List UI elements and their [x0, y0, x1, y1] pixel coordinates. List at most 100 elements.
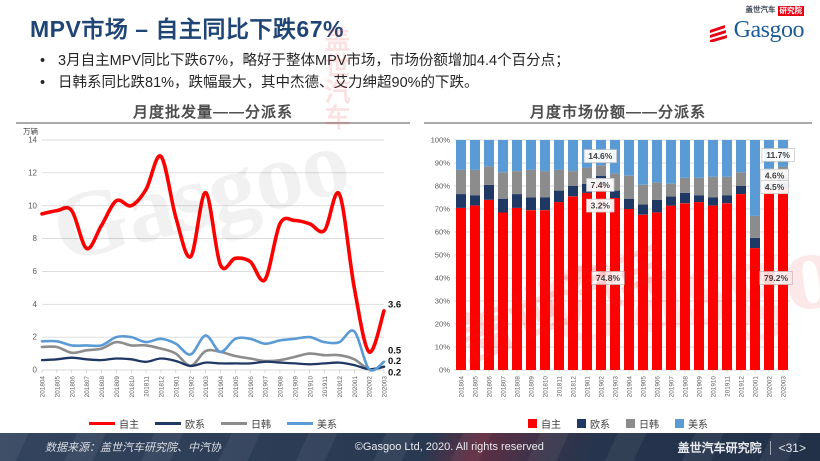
x-tick-label: 201809	[529, 376, 536, 398]
y-tick-label: 14	[28, 136, 37, 145]
bar-segment-zizhu	[582, 192, 592, 370]
series-end-label-ouxi: 0.2	[388, 367, 401, 378]
bar-segment-meixi	[484, 140, 494, 167]
y-tick-label: 2	[33, 333, 38, 342]
footer-accent-stripe	[0, 433, 820, 461]
bar-segment-rihan	[750, 215, 760, 238]
callout-146: 14.6%	[583, 149, 617, 163]
y-tick-label: 0	[33, 366, 38, 375]
x-tick-label: 201910	[711, 376, 718, 398]
svg-text:4.6%: 4.6%	[765, 171, 785, 181]
x-tick-label: 201902	[188, 376, 195, 398]
bullet-item-1: 3月自主MPV同比下跌67%，略好于整体MPV市场，市场份额增加4.4个百分点；	[38, 50, 710, 73]
svg-text:79.2%: 79.2%	[764, 273, 789, 283]
logo-brand-cn: 盖世汽车	[745, 5, 776, 14]
bar-segment-ouxi	[624, 198, 634, 209]
bar-segment-ouxi	[512, 194, 522, 208]
series-line-zizhu	[40, 154, 386, 354]
bar-segment-rihan	[722, 176, 732, 196]
bar-segment-rihan	[526, 169, 536, 198]
bar-segment-meixi	[680, 140, 690, 178]
bar-segment-rihan	[610, 173, 620, 191]
x-tick-label: 201911	[322, 376, 329, 397]
logo-brand-unit-badge: 研究院	[777, 6, 804, 16]
x-tick-label: 201807	[501, 376, 508, 398]
legend-swatch-rihan	[626, 419, 635, 428]
bar-segment-ouxi	[526, 197, 536, 211]
bar-segment-rihan	[582, 167, 592, 184]
y-tick-label: 50%	[435, 251, 450, 260]
bar-segment-rihan	[652, 182, 662, 200]
bar-segment-meixi	[540, 140, 550, 171]
legend-label-zizhu: 自主	[119, 420, 139, 431]
bar-segment-rihan	[498, 172, 508, 199]
logo-tagline: 盖世汽车 研究院	[710, 6, 804, 16]
series-end-label-zizhu: 3.6	[388, 299, 401, 310]
series-line-ouxi	[40, 356, 386, 371]
legend-item-ouxi: 欧系	[577, 416, 610, 431]
bar-segment-zizhu	[750, 248, 760, 370]
bar-segment-ouxi	[722, 195, 732, 204]
legend-swatch-rihan	[221, 421, 247, 426]
x-tick-label: 201909	[292, 376, 299, 398]
bar-segment-meixi	[652, 140, 662, 183]
legend-item-zizhu: 自主	[89, 416, 139, 431]
bar-segment-ouxi	[456, 194, 466, 208]
x-tick-label: 201812	[159, 376, 166, 398]
x-tick-label: 202002	[367, 376, 374, 398]
x-tick-label: 201905	[641, 376, 648, 398]
svg-text:74.8%: 74.8%	[596, 273, 621, 283]
x-tick-label: 201908	[683, 376, 690, 398]
x-tick-label: 201907	[263, 376, 270, 398]
bar-segment-zizhu	[722, 203, 732, 371]
bar-segment-meixi	[708, 140, 718, 177]
x-tick-label: 201906	[248, 376, 255, 398]
x-tick-label: 201810	[543, 376, 550, 398]
bar-segment-meixi	[526, 140, 536, 170]
x-tick-label: 201805	[54, 376, 61, 398]
series-end-label-meixi: 0.5	[388, 345, 402, 356]
bar-segment-zizhu	[680, 203, 690, 371]
bar-segment-ouxi	[484, 184, 494, 200]
x-tick-label: 201808	[515, 376, 522, 398]
legend-label-rihan: 日韩	[251, 420, 271, 431]
bar-segment-zizhu	[624, 209, 634, 370]
bar-segment-rihan	[512, 171, 522, 195]
y-tick-label: 20%	[435, 320, 450, 329]
x-tick-label: 201906	[655, 376, 662, 398]
bar-segment-rihan	[484, 166, 494, 185]
bar-segment-meixi	[666, 140, 676, 184]
svg-text:11.7%: 11.7%	[766, 150, 790, 160]
bar-segment-ouxi	[750, 237, 760, 249]
bar-segment-rihan	[554, 169, 564, 191]
line-chart-title: 月度批发量——分派系	[132, 104, 293, 121]
bar-segment-meixi	[554, 140, 564, 170]
y-tick-label: 8	[33, 234, 38, 243]
x-tick-label: 201806	[69, 376, 76, 398]
x-tick-label: 201812	[571, 376, 578, 398]
x-tick-label: 201904	[218, 376, 225, 398]
x-tick-label: 201912	[337, 376, 344, 398]
x-tick-label: 201908	[278, 376, 285, 398]
svg-text:3.2%: 3.2%	[591, 201, 611, 211]
callout-45: 4.5%	[760, 180, 789, 195]
logo-wordmark: Gasgoo	[733, 16, 805, 43]
bar-segment-ouxi	[652, 199, 662, 213]
series-line-meixi	[40, 329, 386, 372]
bar-segment-meixi	[470, 140, 480, 170]
x-tick-label: 201902	[599, 376, 606, 398]
bar-segment-meixi	[498, 140, 508, 173]
series-end-label-rihan: 0.2	[388, 356, 401, 367]
legend-label-meixi: 美系	[688, 420, 708, 431]
legend-swatch-meixi	[287, 421, 313, 426]
legend-item-meixi: 美系	[287, 416, 337, 431]
callout-32: 3.2%	[586, 198, 615, 213]
x-tick-label: 201901	[173, 376, 180, 398]
bar-segment-zizhu	[456, 207, 466, 370]
bar-segment-rihan	[596, 165, 606, 176]
legend-item-meixi: 美系	[675, 416, 708, 431]
y-axis-unit: 万辆	[23, 126, 38, 136]
bar-segment-meixi	[624, 140, 634, 176]
legend-item-rihan: 日韩	[221, 416, 271, 431]
